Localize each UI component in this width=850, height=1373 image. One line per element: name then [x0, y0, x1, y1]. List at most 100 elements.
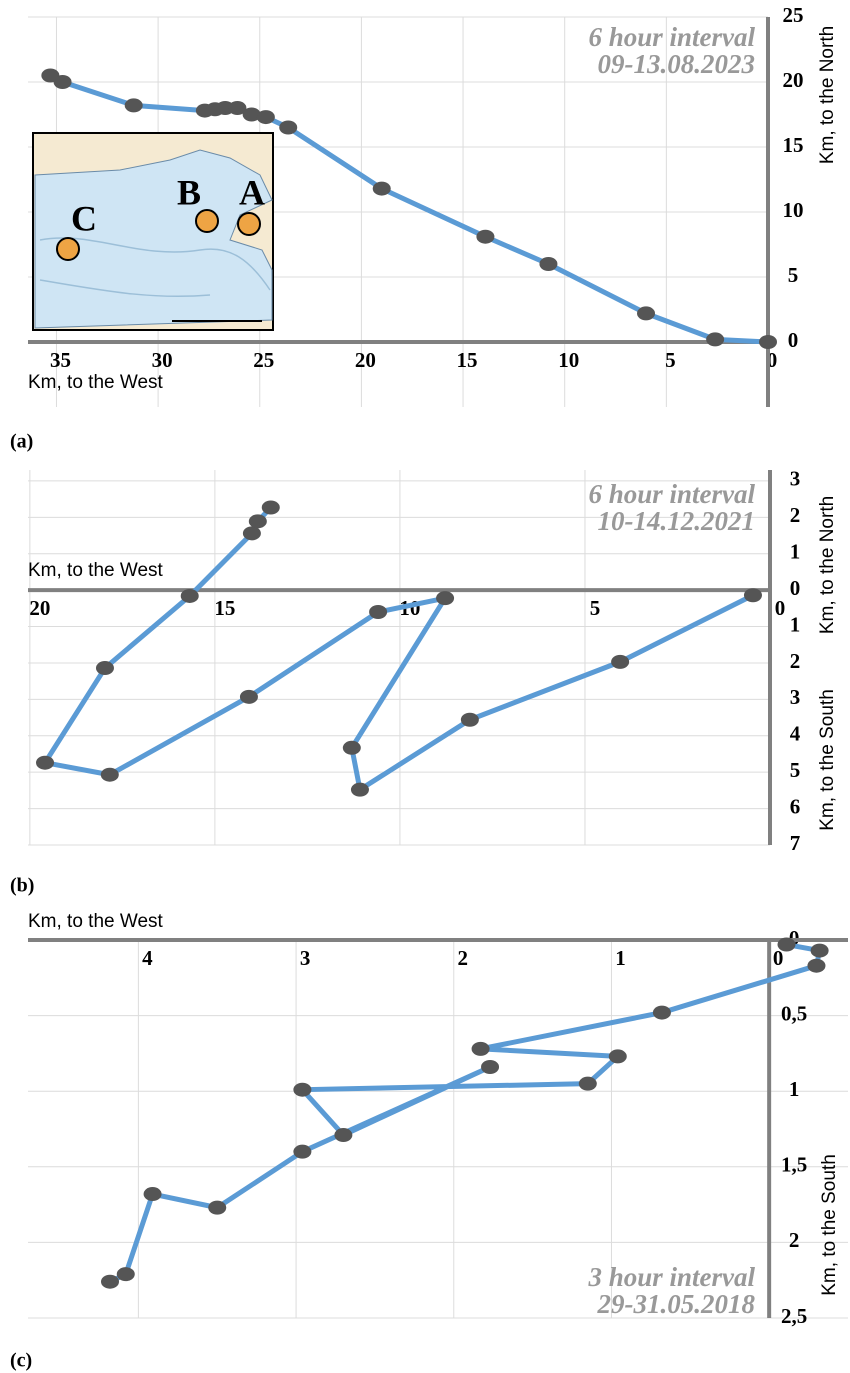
position-marker	[249, 514, 267, 528]
position-marker	[653, 1006, 671, 1020]
position-marker	[293, 1083, 311, 1097]
position-marker	[293, 1145, 311, 1159]
x-tick-label: 2	[458, 946, 469, 970]
position-marker	[611, 655, 629, 669]
x-tick-label: 20	[29, 596, 50, 620]
y-tick-label: 3	[790, 685, 801, 709]
position-marker	[36, 756, 54, 770]
position-marker	[637, 306, 655, 320]
x-tick-label: 15	[457, 348, 478, 372]
site-marker	[196, 210, 218, 232]
position-marker	[96, 661, 114, 675]
annotation: 6 hour interval	[588, 22, 755, 52]
position-marker	[125, 98, 143, 112]
track-line	[45, 508, 753, 790]
position-marker	[54, 75, 72, 89]
x-tick-label: 5	[665, 348, 676, 372]
position-marker	[811, 944, 829, 958]
y-tick-label: 1	[790, 612, 801, 636]
panel-label: (b)	[10, 875, 34, 897]
position-marker	[579, 1077, 597, 1091]
x-tick-label: 1	[615, 946, 626, 970]
position-marker	[706, 332, 724, 346]
position-marker	[240, 690, 258, 704]
track-line	[110, 945, 820, 1282]
position-marker	[262, 501, 280, 515]
x-tick-label: 5	[590, 596, 601, 620]
y-axis-label: Km, to the South	[817, 689, 838, 831]
inset-map: A B C	[33, 133, 273, 330]
position-marker	[472, 1042, 490, 1056]
y-tick-label: 2	[789, 1228, 800, 1252]
site-label: B	[177, 172, 201, 212]
figure: 353025201510500510152025Km, to the WestK…	[0, 0, 850, 1373]
position-marker	[807, 959, 825, 973]
y-tick-label: 2,5	[781, 1304, 807, 1328]
x-axis-label: Km, to the West	[28, 911, 164, 932]
position-marker	[101, 768, 119, 782]
y-tick-label: 0	[790, 576, 801, 600]
panel-label: (a)	[10, 431, 33, 453]
y-tick-label: 10	[783, 198, 804, 222]
annotation: 29-31.05.2018	[597, 1289, 756, 1319]
annotation: 6 hour interval	[588, 479, 755, 509]
y-tick-label: 5	[788, 263, 799, 287]
y-tick-label: 2	[790, 503, 801, 527]
position-marker	[208, 1201, 226, 1215]
position-marker	[279, 121, 297, 135]
panel-label: (c)	[10, 1350, 32, 1372]
y-tick-label: 0	[788, 328, 799, 352]
position-marker	[144, 1187, 162, 1201]
position-marker	[759, 335, 777, 349]
y-tick-label: 25	[783, 3, 804, 27]
x-axis-label: Km, to the West	[28, 372, 164, 393]
position-marker	[243, 526, 261, 540]
y-tick-label: 1	[789, 1077, 800, 1101]
x-tick-label: 35	[50, 348, 71, 372]
annotation: 3 hour interval	[587, 1262, 755, 1292]
position-marker	[101, 1275, 119, 1289]
site-marker	[238, 213, 260, 235]
position-marker	[351, 783, 369, 797]
y-tick-label: 20	[783, 68, 804, 92]
site-label: A	[239, 172, 265, 212]
y-tick-label: 2	[790, 649, 801, 673]
y-tick-label: 6	[790, 794, 801, 818]
site-label: C	[71, 198, 97, 238]
position-marker	[257, 110, 275, 124]
position-marker	[436, 591, 454, 605]
position-marker	[334, 1128, 352, 1142]
y-tick-label: 4	[790, 722, 801, 746]
panel: 2015105032101234567Km, to the WestKm, to…	[10, 467, 838, 897]
position-marker	[778, 938, 796, 952]
x-tick-label: 10	[558, 348, 579, 372]
y-tick-label: 15	[783, 133, 804, 157]
y-tick-label: 1,5	[781, 1153, 807, 1177]
y-axis-label: Km, to the North	[817, 496, 838, 634]
position-marker	[609, 1049, 627, 1063]
position-marker	[343, 741, 361, 755]
annotation: 10-14.12.2021	[598, 506, 756, 536]
y-tick-label: 1	[790, 540, 801, 564]
position-marker	[476, 230, 494, 244]
position-marker	[461, 713, 479, 727]
position-marker	[373, 182, 391, 196]
y-axis-label: Km, to the North	[817, 26, 838, 164]
position-marker	[744, 588, 762, 602]
y-tick-label: 3	[790, 467, 801, 491]
x-tick-label: 30	[152, 348, 173, 372]
y-tick-label: 5	[790, 758, 801, 782]
y-tick-label: 7	[790, 831, 801, 855]
x-axis-label: Km, to the West	[28, 560, 164, 581]
y-tick-label: 0,5	[781, 1001, 807, 1025]
position-marker	[181, 589, 199, 603]
position-marker	[117, 1267, 135, 1281]
x-tick-label: 4	[142, 946, 153, 970]
annotation: 09-13.08.2023	[598, 49, 756, 79]
x-tick-label: 15	[214, 596, 235, 620]
x-tick-label: 20	[355, 348, 376, 372]
x-tick-label: 25	[253, 348, 274, 372]
position-marker	[481, 1060, 499, 1074]
x-tick-label: 3	[300, 946, 311, 970]
